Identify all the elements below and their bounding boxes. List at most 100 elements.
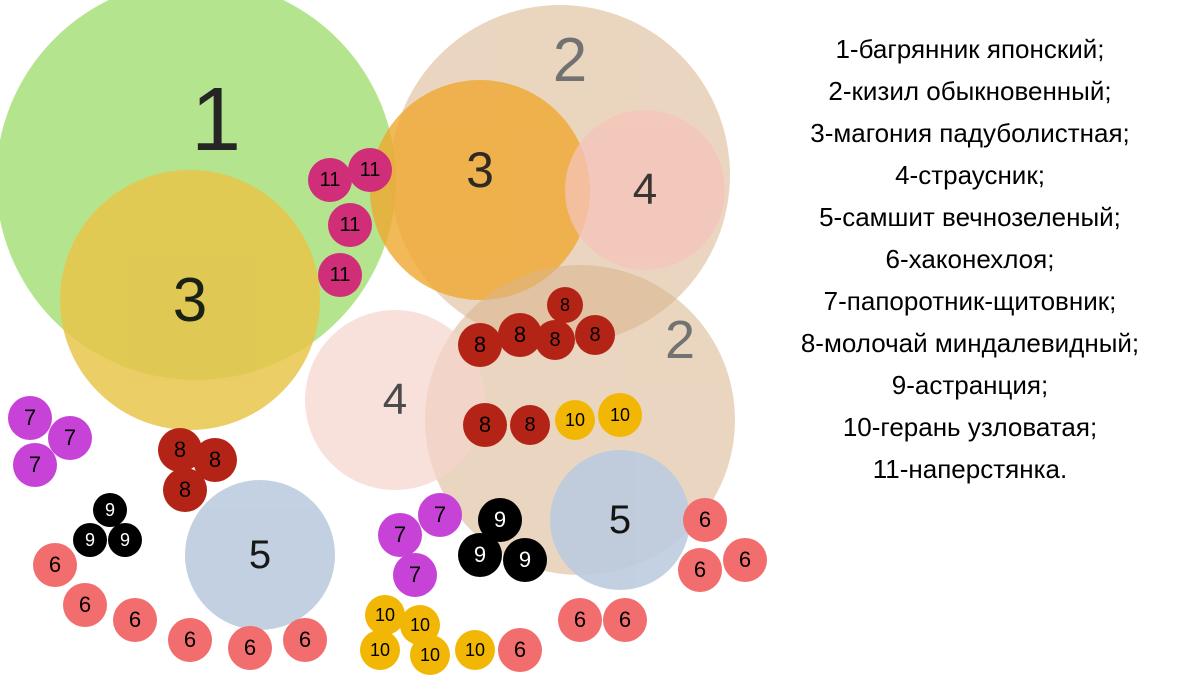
c-7-mc-label: 7 [409, 562, 421, 588]
c-5-right: 5 [550, 450, 690, 590]
c-10-bd-label: 10 [420, 645, 440, 666]
legend-row-8: 8-молочай миндалевидный; [755, 322, 1185, 364]
c-6-rb-label: 6 [694, 557, 706, 583]
c-8-lb-label: 8 [209, 447, 221, 473]
c-3-mid-label: 3 [466, 141, 494, 199]
c-6-rb: 6 [678, 548, 722, 592]
c-9-mc: 9 [503, 538, 547, 582]
c-8-ma: 8 [458, 323, 502, 367]
c-5-right-label: 5 [609, 498, 631, 543]
c-7-mb-label: 7 [434, 502, 446, 528]
c-10-bc: 10 [360, 630, 400, 670]
c-2-top-label: 2 [553, 25, 587, 96]
legend-row-7: 7-папоротник-щитовник; [755, 280, 1185, 322]
c-7-mc: 7 [393, 553, 437, 597]
c-8-ma-label: 8 [474, 332, 486, 358]
c-10-ma: 10 [555, 400, 595, 440]
c-9-lb: 9 [73, 523, 107, 557]
c-6-lf-label: 6 [299, 627, 311, 653]
c-6-mc: 6 [603, 598, 647, 642]
c-9-lc-label: 9 [120, 530, 130, 551]
c-9-mc-label: 9 [519, 547, 531, 573]
c-5-left-label: 5 [249, 533, 271, 578]
legend-row-2: 2-кизил обыкновенный; [755, 70, 1185, 112]
c-9-lc: 9 [108, 523, 142, 557]
c-7-mb: 7 [418, 493, 462, 537]
c-8-md-label: 8 [560, 295, 570, 316]
legend-row-4: 4-страусник; [755, 154, 1185, 196]
c-11-b-label: 11 [360, 159, 381, 182]
c-6-lc: 6 [113, 598, 157, 642]
c-7-a: 7 [8, 396, 52, 440]
c-8-mc-label: 8 [549, 329, 560, 352]
c-6-le-label: 6 [244, 635, 256, 661]
c-9-la-label: 9 [105, 500, 115, 521]
c-6-mc-label: 6 [619, 607, 631, 633]
c-8-mg: 8 [510, 405, 550, 445]
c-10-ba: 10 [365, 595, 405, 635]
c-6-lb-label: 6 [79, 592, 91, 618]
c-10-mb-label: 10 [610, 405, 630, 426]
c-8-mf-label: 8 [479, 412, 491, 438]
c-11-d: 11 [318, 253, 362, 297]
c-6-mb-label: 6 [574, 607, 586, 633]
c-7-ma-label: 7 [394, 522, 406, 548]
c-7-b: 7 [48, 416, 92, 460]
c-9-mb-label: 9 [474, 542, 486, 568]
c-6-la: 6 [33, 543, 77, 587]
c-6-ra-label: 6 [699, 507, 711, 533]
c-8-me: 8 [575, 315, 615, 355]
c-10-bc-label: 10 [370, 640, 390, 661]
c-10-be-label: 10 [465, 640, 485, 661]
c-8-lc-label: 8 [179, 477, 191, 503]
c-8-mg-label: 8 [524, 414, 535, 437]
c-6-ra: 6 [683, 498, 727, 542]
legend-row-3: 3-магония падуболистная; [755, 112, 1185, 154]
diagram-canvas: 1323424551111111177788899966666688888881… [0, 0, 1200, 677]
c-1-big-label: 1 [191, 69, 241, 172]
c-11-a: 11 [308, 158, 352, 202]
c-7-a-label: 7 [24, 405, 36, 431]
c-8-md: 8 [547, 287, 583, 323]
c-6-la-label: 6 [49, 552, 61, 578]
c-6-rc-label: 6 [739, 547, 751, 573]
c-6-ma: 6 [498, 628, 542, 672]
c-4-mid: 4 [305, 310, 485, 490]
c-4-top-label: 4 [633, 165, 657, 215]
c-11-b: 11 [348, 148, 392, 192]
c-7-c-label: 7 [29, 452, 41, 478]
c-6-ld-label: 6 [184, 627, 196, 653]
legend-row-9: 9-астранция; [755, 364, 1185, 406]
c-6-mb: 6 [558, 598, 602, 642]
c-9-la: 9 [93, 493, 127, 527]
c-8-me-label: 8 [589, 324, 600, 347]
c-8-mf: 8 [463, 403, 507, 447]
c-11-a-label: 11 [320, 169, 341, 192]
legend-row-1: 1-багрянник японский; [755, 28, 1185, 70]
c-11-c-label: 11 [340, 214, 361, 237]
c-10-ba-label: 10 [375, 605, 395, 626]
c-6-lf: 6 [283, 618, 327, 662]
c-4-top: 4 [565, 110, 725, 270]
legend-row-11: 11-наперстянка. [755, 448, 1185, 490]
c-6-lc-label: 6 [129, 607, 141, 633]
c-9-ma-label: 9 [494, 507, 506, 533]
legend-row-10: 10-герань узловатая; [755, 406, 1185, 448]
c-6-le: 6 [228, 626, 272, 670]
c-6-rc: 6 [723, 538, 767, 582]
legend-row-5: 5-самшит вечнозеленый; [755, 196, 1185, 238]
legend: 1-багрянник японский;2-кизил обыкновенны… [755, 28, 1185, 490]
c-11-c: 11 [328, 203, 372, 247]
c-8-mb-label: 8 [514, 322, 526, 348]
c-8-mc: 8 [535, 320, 575, 360]
c-6-ma-label: 6 [514, 637, 526, 663]
c-5-left: 5 [185, 480, 335, 630]
c-6-ld: 6 [168, 618, 212, 662]
c-10-be: 10 [455, 630, 495, 670]
c-11-d-label: 11 [330, 264, 351, 287]
c-9-lb-label: 9 [85, 530, 95, 551]
c-4-mid-label: 4 [383, 375, 407, 425]
c-3-left: 3 [60, 170, 320, 430]
c-3-left-label: 3 [173, 265, 207, 336]
c-10-bb-label: 10 [410, 615, 430, 636]
